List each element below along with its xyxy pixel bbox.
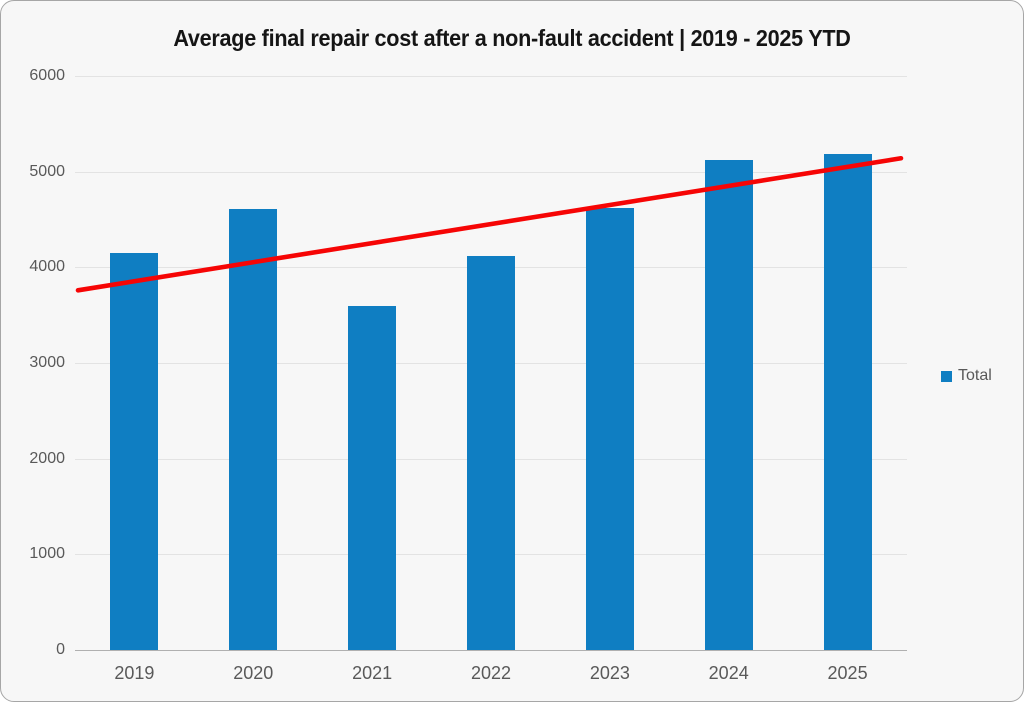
gridline-0 (75, 650, 907, 651)
x-tick-label-2025: 2025 (827, 663, 868, 683)
y-tick-label-0: 0 (56, 641, 65, 658)
bar-2021 (348, 305, 397, 650)
gridline-5000 (75, 171, 907, 173)
y-tick-label-2000: 2000 (29, 449, 65, 467)
x-tick-label-2024: 2024 (708, 663, 749, 683)
x-tick-label-2023: 2023 (589, 663, 630, 683)
legend-swatch-icon (941, 370, 952, 382)
bar-2019 (110, 252, 159, 650)
y-tick-label-1000: 1000 (29, 545, 65, 563)
plot-area (75, 76, 907, 651)
trendline (75, 155, 904, 293)
bar-2024 (704, 160, 753, 650)
y-tick-label-4000: 4000 (29, 258, 65, 276)
legend: Total (941, 367, 992, 385)
y-tick-label-6000: 6000 (29, 67, 65, 84)
bar-2020 (229, 208, 278, 650)
y-tick-label-3000: 3000 (29, 354, 65, 371)
bar-2022 (467, 255, 515, 650)
bar-2023 (585, 208, 634, 650)
chart-title: Average final repair cost after a non-fa… (173, 25, 851, 51)
y-tick-label-5000: 5000 (29, 162, 65, 180)
bar-2025 (823, 154, 872, 650)
x-tick-label-2019: 2019 (114, 663, 155, 683)
legend-label: Total (958, 367, 992, 384)
gridline-6000 (75, 76, 907, 77)
x-tick-label-2021: 2021 (352, 663, 393, 683)
x-tick-label-2022: 2022 (470, 663, 512, 683)
x-tick-label-2020: 2020 (233, 663, 274, 683)
